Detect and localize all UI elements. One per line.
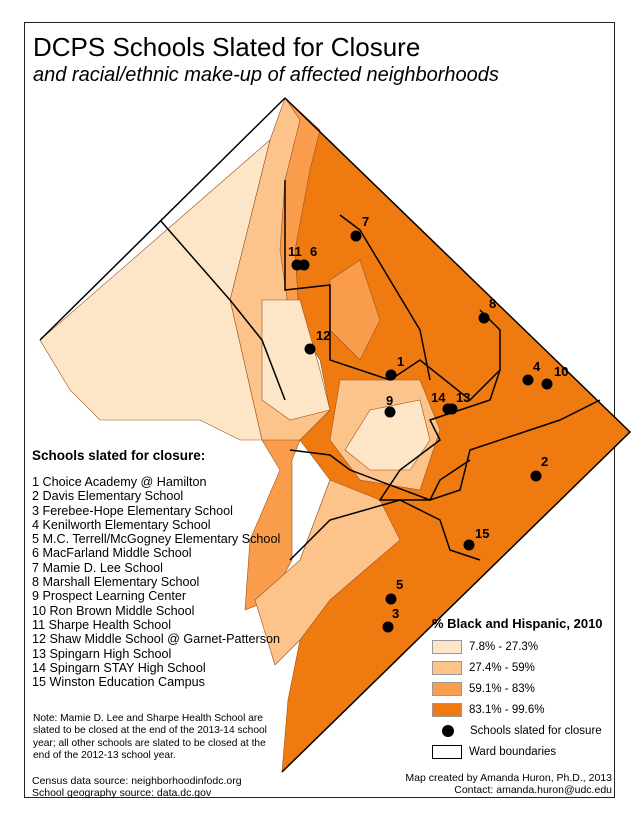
legend-label: Ward boundaries [469,745,557,758]
census-source: Census data source: neighborhoodinfodc.o… [32,775,242,787]
list-item: 5 M.C. Terrell/McGogney Elementary Schoo… [32,532,281,547]
list-item: 8 Marshall Elementary School [32,575,200,590]
list-item: 13 Spingarn High School [32,646,172,661]
school-label-14: 14 [431,390,446,405]
author-credit: Map created by Amanda Huron, Ph.D., 2013 [405,772,612,784]
legend-label: 7.8% - 27.3% [469,640,539,653]
legend-swatch [432,681,462,696]
legend-label: 27.4% - 59% [469,661,535,674]
school-marker-8 [478,312,490,324]
school-marker-4 [522,374,534,386]
legend-swatch [432,702,462,717]
school-label-9: 9 [386,393,393,408]
school-label-2: 2 [541,454,548,469]
school-label-12: 12 [316,328,330,343]
school-marker-7 [350,230,362,242]
school-label-13: 13 [456,390,470,405]
legend: % Black and Hispanic, 2010 7.8% - 27.3% … [432,616,603,762]
geography-source: School geography source: data.dc.gov [32,787,212,799]
school-marker-10 [541,378,553,390]
school-marker-14 [442,403,454,415]
list-item: 7 Mamie D. Lee School [32,560,163,575]
list-item: 1 Choice Academy @ Hamilton [32,475,207,489]
schools-heading: Schools slated for closure: [32,448,206,463]
school-label-5: 5 [396,577,403,592]
school-label-10: 10 [554,364,568,379]
ward-boundary-swatch [432,744,462,759]
closure-note: Note: Mamie D. Lee and Sharpe Health Sch… [33,713,267,762]
school-marker-3 [382,621,394,633]
list-item: 12 Shaw Middle School @ Garnet-Patterson [32,632,280,647]
list-item: 14 Spingarn STAY High School [32,660,206,675]
list-item: 2 Davis Elementary School [32,489,184,504]
list-item: 3 Ferebee-Hope Elementary School [32,503,233,518]
school-dot-icon [442,724,454,737]
school-marker-11 [291,259,303,271]
legend-swatch [432,660,462,675]
school-marker-15 [463,539,475,551]
school-label-1: 1 [397,354,404,369]
list-item: 10 Ron Brown Middle School [32,603,195,618]
school-label-8: 8 [489,296,496,311]
school-label-7: 7 [362,214,369,229]
legend-title: % Black and Hispanic, 2010 [432,616,603,631]
list-item: 4 Kenilworth Elementary School [32,517,211,532]
sources: Census data source: neighborhoodinfodc.o… [32,775,242,799]
legend-swatch [432,639,462,654]
list-item: 11 Sharpe Health School [32,617,172,632]
map-subtitle: and racial/ethnic make-up of affected ne… [33,64,499,86]
region-7-27 [344,399,431,471]
region-7-27 [261,299,331,421]
list-item: 6 MacFarland Middle School [32,546,192,561]
region-27-59 [254,479,401,666]
map-title: DCPS Schools Slated for Closure [33,32,421,62]
contact: Contact: amanda.huron@udc.edu [454,784,612,796]
legend-label: 59.1% - 83% [469,682,535,695]
region-7-27 [39,139,271,441]
list-item: 9 Prospect Learning Center [32,589,187,604]
frame-border [24,22,615,798]
school-marker-12 [304,343,316,355]
school-marker-1 [385,369,397,381]
legend-label: 83.1% - 99.6% [469,703,545,716]
school-label-6: 6 [310,244,317,259]
school-label-3: 3 [392,606,399,621]
school-marker-9 [384,406,396,418]
school-label-15: 15 [475,526,489,541]
legend-label: Schools slated for closure [470,724,602,737]
school-marker-5 [385,593,397,605]
school-marker-2 [530,470,542,482]
school-label-4: 4 [533,359,541,374]
school-label-11: 11 [288,244,302,259]
schools-list: 1 Choice Academy @ Hamilton 2 Davis Elem… [32,475,280,689]
list-item: 15 Winston Education Campus [32,675,205,690]
credit: Map created by Amanda Huron, Ph.D., 2013… [405,772,612,796]
